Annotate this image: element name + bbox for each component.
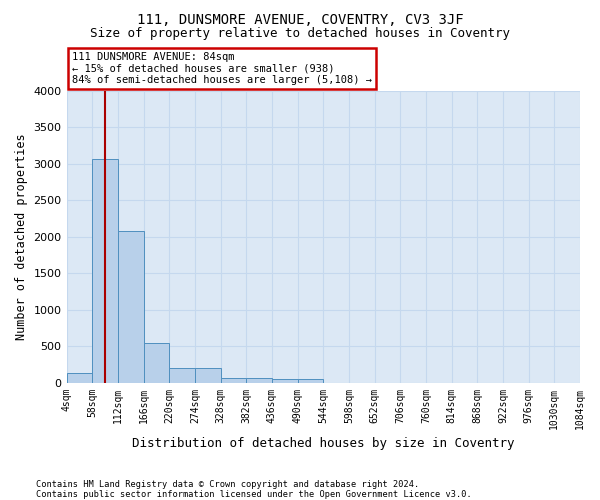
Text: Size of property relative to detached houses in Coventry: Size of property relative to detached ho… (90, 28, 510, 40)
Bar (118, 231, 143, 382)
Bar (298, 379, 323, 382)
Bar (195, 368, 221, 382)
Text: Contains public sector information licensed under the Open Government Licence v3: Contains public sector information licen… (36, 490, 472, 499)
X-axis label: Distribution of detached houses by size in Coventry: Distribution of detached houses by size … (132, 437, 515, 450)
Bar (92, 160, 118, 382)
Text: 111, DUNSMORE AVENUE, COVENTRY, CV3 3JF: 111, DUNSMORE AVENUE, COVENTRY, CV3 3JF (137, 12, 463, 26)
Bar (67, 373, 92, 382)
Text: 111 DUNSMORE AVENUE: 84sqm
← 15% of detached houses are smaller (938)
84% of sem: 111 DUNSMORE AVENUE: 84sqm ← 15% of deta… (71, 52, 371, 85)
Bar (221, 378, 246, 382)
Bar (272, 379, 298, 382)
Text: Contains HM Land Registry data © Crown copyright and database right 2024.: Contains HM Land Registry data © Crown c… (36, 480, 419, 489)
Bar (169, 368, 195, 382)
Y-axis label: Number of detached properties: Number of detached properties (15, 134, 28, 340)
Bar (143, 342, 169, 382)
Bar (246, 378, 272, 382)
